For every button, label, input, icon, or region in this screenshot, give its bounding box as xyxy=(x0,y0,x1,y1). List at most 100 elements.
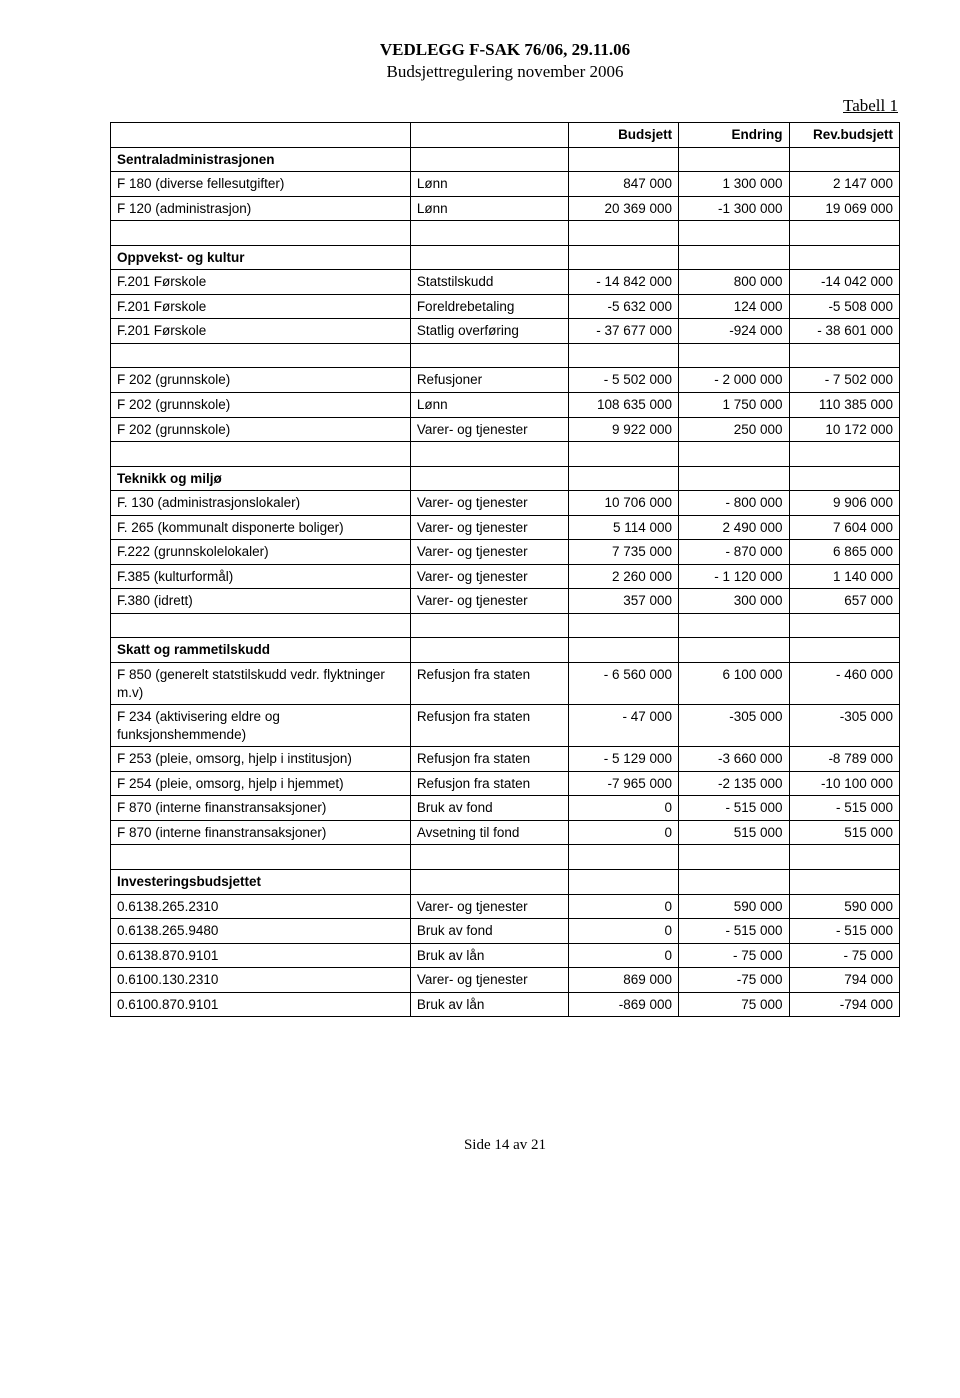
table-cell: F.201 Førskole xyxy=(111,270,411,295)
table-cell xyxy=(789,638,899,663)
table-cell: -5 508 000 xyxy=(789,294,899,319)
table-row: 0.6100.130.2310Varer- og tjenester869 00… xyxy=(111,968,900,993)
table-cell: Bruk av lån xyxy=(410,992,568,1017)
table-cell xyxy=(679,245,789,270)
table-cell: 110 385 000 xyxy=(789,393,899,418)
table-cell: 9 922 000 xyxy=(568,417,678,442)
table-cell: 794 000 xyxy=(789,968,899,993)
table-row: F 254 (pleie, omsorg, hjelp i hjemmet)Re… xyxy=(111,771,900,796)
table-cell: 357 000 xyxy=(568,589,678,614)
table-cell: Oppvekst- og kultur xyxy=(111,245,411,270)
table-cell: 0.6138.870.9101 xyxy=(111,943,411,968)
table-cell: 0.6138.265.2310 xyxy=(111,894,411,919)
table-cell xyxy=(410,638,568,663)
table-cell: F.380 (idrett) xyxy=(111,589,411,614)
table-cell: - 515 000 xyxy=(789,919,899,944)
table-cell: 0.6138.265.9480 xyxy=(111,919,411,944)
table-cell: 869 000 xyxy=(568,968,678,993)
table-cell: 2 260 000 xyxy=(568,564,678,589)
table-row: F 870 (interne finanstransaksjoner)Bruk … xyxy=(111,796,900,821)
table-cell xyxy=(410,245,568,270)
table-row: Investeringsbudsjettet xyxy=(111,869,900,894)
table-row: F 253 (pleie, omsorg, hjelp i institusjo… xyxy=(111,747,900,772)
table-cell: - 515 000 xyxy=(679,796,789,821)
table-cell xyxy=(789,343,899,368)
table-cell: Avsetning til fond xyxy=(410,820,568,845)
table-cell: 1 300 000 xyxy=(679,172,789,197)
table-cell: - 38 601 000 xyxy=(789,319,899,344)
table-cell: - 37 677 000 xyxy=(568,319,678,344)
table-cell xyxy=(789,845,899,870)
table-cell: Lønn xyxy=(410,172,568,197)
table-cell: F 120 (administrasjon) xyxy=(111,196,411,221)
table-cell: Varer- og tjenester xyxy=(410,417,568,442)
table-cell: F 254 (pleie, omsorg, hjelp i hjemmet) xyxy=(111,771,411,796)
table-cell xyxy=(568,638,678,663)
table-cell xyxy=(568,466,678,491)
table-cell: Refusjon fra staten xyxy=(410,747,568,772)
table-cell: 0.6100.870.9101 xyxy=(111,992,411,1017)
table-cell: 6 100 000 xyxy=(679,663,789,705)
table-cell: Bruk av lån xyxy=(410,943,568,968)
table-cell xyxy=(679,613,789,638)
header-cell xyxy=(410,123,568,148)
table-cell: Varer- og tjenester xyxy=(410,968,568,993)
table-cell: Lønn xyxy=(410,393,568,418)
table-cell xyxy=(410,343,568,368)
table-row: F.380 (idrett)Varer- og tjenester357 000… xyxy=(111,589,900,614)
table-row: F 202 (grunnskole)Varer- og tjenester9 9… xyxy=(111,417,900,442)
table-cell: - 515 000 xyxy=(679,919,789,944)
table-cell: 515 000 xyxy=(789,820,899,845)
table-row: 0.6138.265.9480Bruk av fond0- 515 000- 5… xyxy=(111,919,900,944)
table-cell: Varer- og tjenester xyxy=(410,515,568,540)
table-cell: 1 140 000 xyxy=(789,564,899,589)
table-cell xyxy=(679,221,789,246)
table-cell: - 460 000 xyxy=(789,663,899,705)
table-row: F 202 (grunnskole)Lønn108 635 0001 750 0… xyxy=(111,393,900,418)
table-row: F.201 FørskoleStatlig overføring- 37 677… xyxy=(111,319,900,344)
table-cell: F 202 (grunnskole) xyxy=(111,368,411,393)
table-cell xyxy=(679,845,789,870)
table-cell: 5 114 000 xyxy=(568,515,678,540)
document-subtitle: Budsjettregulering november 2006 xyxy=(110,62,900,82)
table-cell: - 47 000 xyxy=(568,705,678,747)
table-cell xyxy=(789,466,899,491)
table-row: 0.6100.870.9101Bruk av lån-869 00075 000… xyxy=(111,992,900,1017)
table-cell: Varer- og tjenester xyxy=(410,894,568,919)
table-cell xyxy=(568,442,678,467)
table-cell: F.201 Førskole xyxy=(111,319,411,344)
table-cell: 0.6100.130.2310 xyxy=(111,968,411,993)
table-row: F 870 (interne finanstransaksjoner)Avset… xyxy=(111,820,900,845)
table-row: 0.6138.265.2310Varer- og tjenester0590 0… xyxy=(111,894,900,919)
table-cell: -7 965 000 xyxy=(568,771,678,796)
table-cell xyxy=(568,245,678,270)
table-cell: Bruk av fond xyxy=(410,796,568,821)
table-row: F.201 FørskoleForeldrebetaling-5 632 000… xyxy=(111,294,900,319)
table-cell: Teknikk og miljø xyxy=(111,466,411,491)
table-header-row: Budsjett Endring Rev.budsjett xyxy=(111,123,900,148)
table-cell: -794 000 xyxy=(789,992,899,1017)
table-cell: 250 000 xyxy=(679,417,789,442)
table-cell: 590 000 xyxy=(789,894,899,919)
table-cell: - 870 000 xyxy=(679,540,789,565)
table-cell: 590 000 xyxy=(679,894,789,919)
table-cell: Refusjoner xyxy=(410,368,568,393)
table-cell: -5 632 000 xyxy=(568,294,678,319)
table-cell: 0 xyxy=(568,943,678,968)
table-row: Oppvekst- og kultur xyxy=(111,245,900,270)
table-cell xyxy=(410,613,568,638)
table-cell: -75 000 xyxy=(679,968,789,993)
table-cell: -3 660 000 xyxy=(679,747,789,772)
table-cell: 108 635 000 xyxy=(568,393,678,418)
table-cell: 0 xyxy=(568,820,678,845)
table-cell: Refusjon fra staten xyxy=(410,771,568,796)
table-cell: - 5 129 000 xyxy=(568,747,678,772)
table-cell: F 253 (pleie, omsorg, hjelp i institusjo… xyxy=(111,747,411,772)
table-cell: F 870 (interne finanstransaksjoner) xyxy=(111,796,411,821)
table-cell xyxy=(679,442,789,467)
table-cell: - 2 000 000 xyxy=(679,368,789,393)
table-row: F 120 (administrasjon)Lønn20 369 000-1 3… xyxy=(111,196,900,221)
table-cell xyxy=(789,613,899,638)
header-cell: Endring xyxy=(679,123,789,148)
table-cell: 0 xyxy=(568,919,678,944)
